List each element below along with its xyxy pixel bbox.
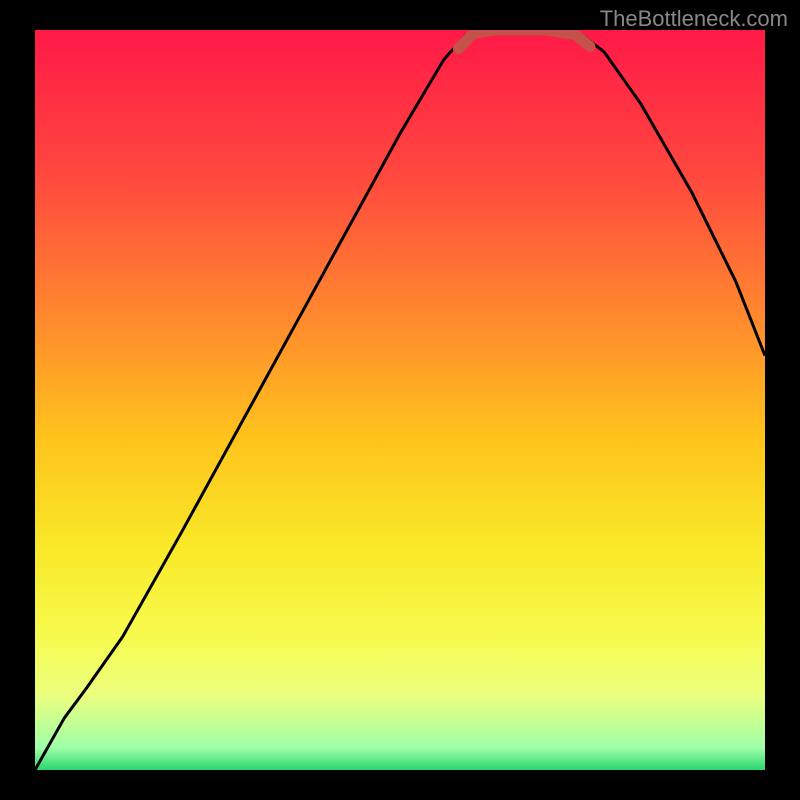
plot-area [35, 30, 765, 770]
watermark-text: TheBottleneck.com [600, 6, 788, 32]
optimal-range-marker [458, 30, 589, 49]
chart-container: TheBottleneck.com [0, 0, 800, 800]
bottleneck-curve [35, 30, 765, 770]
curve-layer [35, 30, 765, 770]
